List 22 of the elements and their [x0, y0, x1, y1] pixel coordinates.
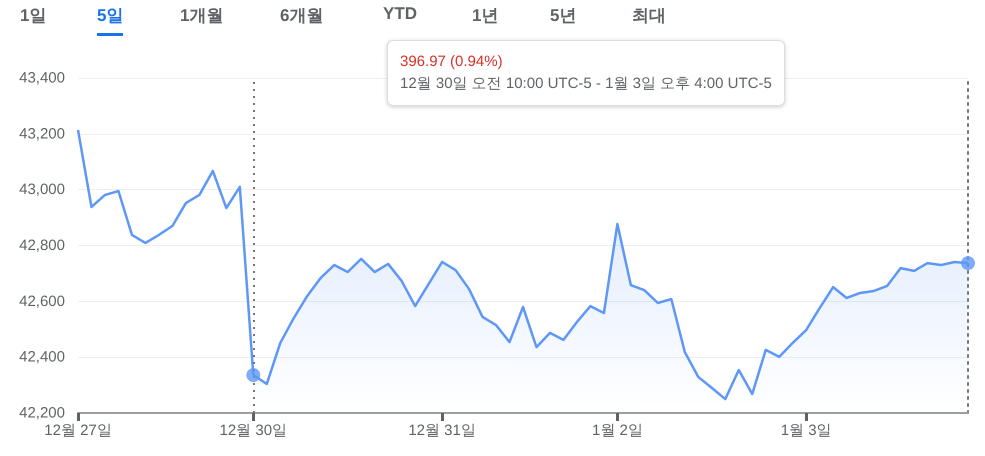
text: 1일: [20, 5, 46, 27]
text: 5일: [97, 4, 124, 36]
text: 최대: [632, 5, 666, 27]
text: 5년: [550, 5, 576, 27]
x-tick-label: 1월 2일: [592, 422, 643, 439]
text: 1년: [472, 5, 498, 27]
text: 1개월: [180, 5, 224, 27]
text: YTD: [383, 4, 417, 25]
x-tick-label: 12월 27일: [44, 422, 112, 439]
x-tick-label: 1월 3일: [780, 422, 832, 439]
y-tick-label: 43,000: [19, 181, 65, 198]
x-tick-label: 12월 30일: [220, 422, 288, 439]
text: 6개월: [280, 5, 324, 27]
y-tick-label: 43,400: [19, 70, 65, 86]
x-tick-label: 12월 31일: [408, 422, 476, 439]
y-tick-label: 42,800: [19, 237, 65, 254]
y-tick-label: 42,400: [19, 348, 65, 366]
annotation: 12월 30일 오전 10:00 UTC-5 - 1월 3일 오후 4:00 UTC-5: [400, 74, 772, 94]
y-tick-label: 42,600: [19, 292, 65, 310]
text: 396.97 (0.94%): [400, 52, 504, 72]
y-tick-label: 42,200: [19, 404, 65, 422]
y-tick-label: 43,200: [19, 125, 65, 142]
